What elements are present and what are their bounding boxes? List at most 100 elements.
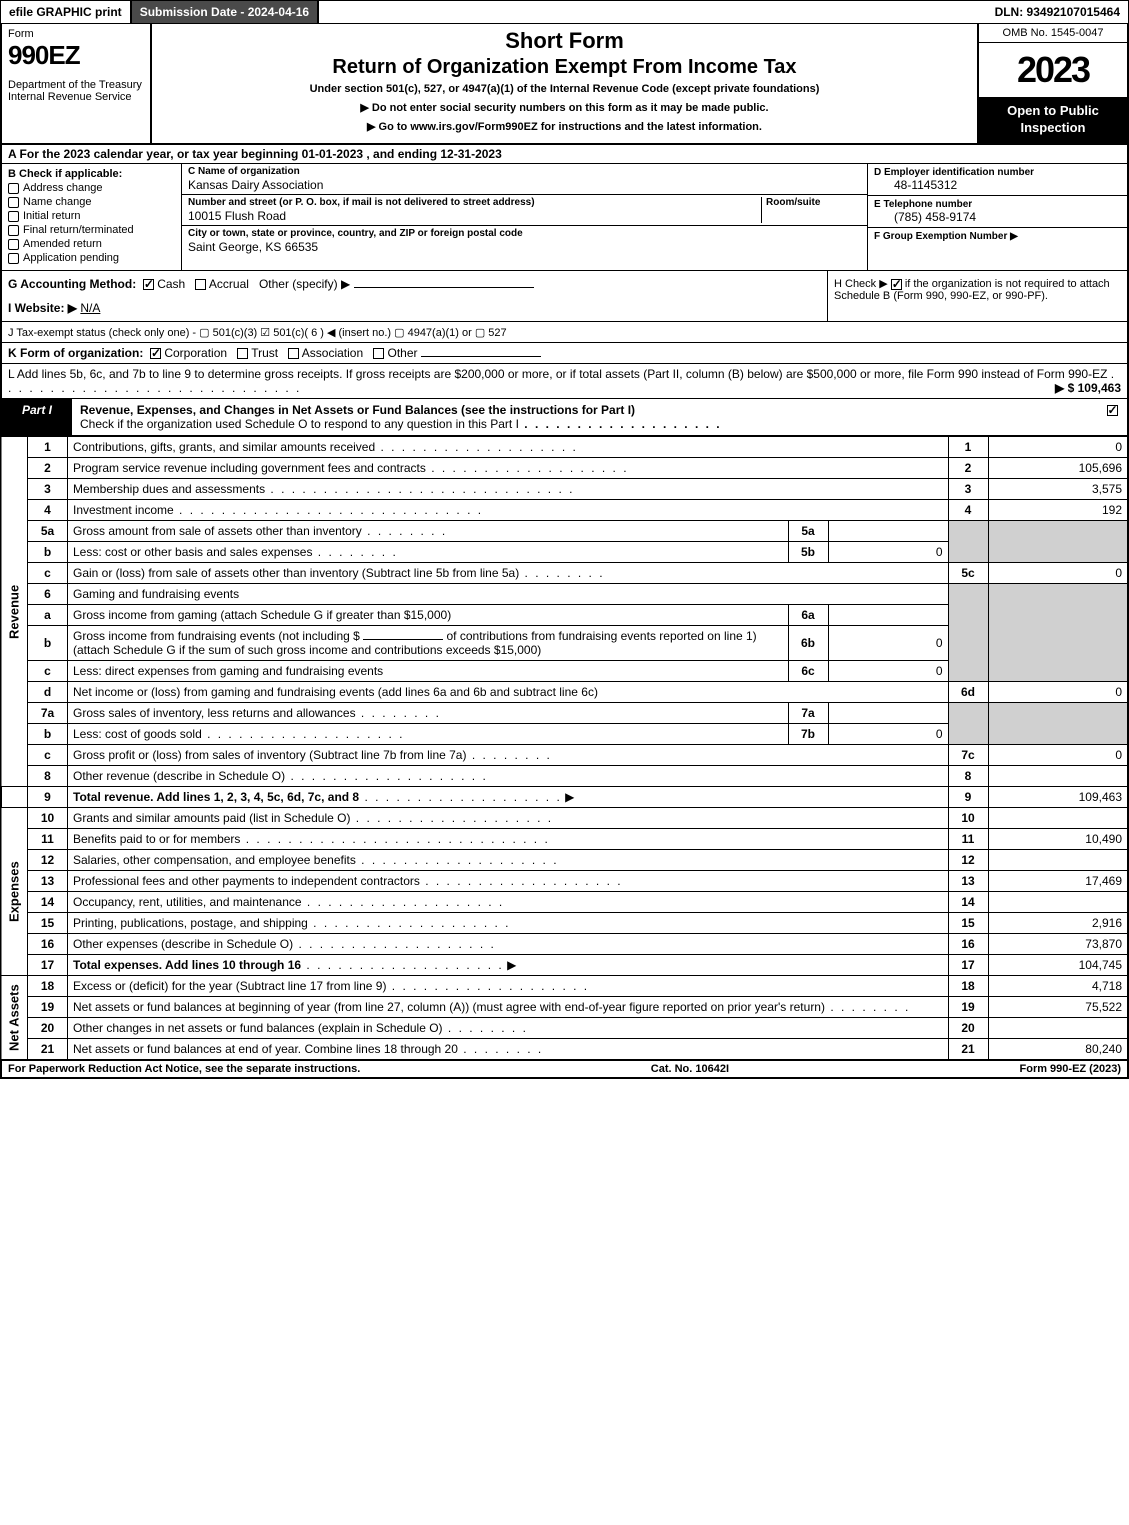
footer: For Paperwork Reduction Act Notice, see … bbox=[0, 1060, 1129, 1079]
line-2-val: 105,696 bbox=[988, 458, 1128, 479]
line-1-val: 0 bbox=[988, 437, 1128, 458]
line-7a-num: 7a bbox=[28, 703, 68, 724]
section-l: L Add lines 5b, 6c, and 7b to line 9 to … bbox=[0, 364, 1129, 399]
top-bar: efile GRAPHIC print Submission Date - 20… bbox=[0, 0, 1129, 24]
line-6c-num: c bbox=[28, 661, 68, 682]
line-7a-sub: 7a bbox=[788, 703, 828, 724]
cb-corporation[interactable] bbox=[150, 348, 161, 359]
line-9-num: 9 bbox=[28, 787, 68, 808]
cb-trust[interactable] bbox=[237, 348, 248, 359]
line-16-num: 16 bbox=[28, 934, 68, 955]
header-center: Short Form Return of Organization Exempt… bbox=[152, 24, 977, 143]
line-13-num: 13 bbox=[28, 871, 68, 892]
line-15-val: 2,916 bbox=[988, 913, 1128, 934]
cb-final-return[interactable]: Final return/terminated bbox=[8, 224, 175, 236]
line-16-ref: 16 bbox=[948, 934, 988, 955]
line-6-num: 6 bbox=[28, 584, 68, 605]
line-2-ref: 2 bbox=[948, 458, 988, 479]
line-6a-subval bbox=[828, 605, 948, 626]
cb-amended-return[interactable]: Amended return bbox=[8, 238, 175, 250]
section-b: B Check if applicable: Address change Na… bbox=[2, 164, 182, 270]
netassets-side-label: Net Assets bbox=[1, 976, 28, 1060]
line-6b-subval: 0 bbox=[828, 626, 948, 661]
group-exemption-label: F Group Exemption Number ▶ bbox=[874, 231, 1121, 242]
org-name-label: C Name of organization bbox=[188, 166, 861, 177]
line-7b-sub: 7b bbox=[788, 724, 828, 745]
line-1-num: 1 bbox=[28, 437, 68, 458]
line-6d-ref: 6d bbox=[948, 682, 988, 703]
line-5b-sub: 5b bbox=[788, 542, 828, 563]
short-form-title: Short Form bbox=[160, 28, 969, 54]
cb-other-org[interactable] bbox=[373, 348, 384, 359]
line-4-num: 4 bbox=[28, 500, 68, 521]
tax-year: 2023 bbox=[979, 43, 1127, 97]
cb-address-change[interactable]: Address change bbox=[8, 182, 175, 194]
line-20-val bbox=[988, 1018, 1128, 1039]
cb-association[interactable] bbox=[288, 348, 299, 359]
line-11-val: 10,490 bbox=[988, 829, 1128, 850]
phone-label: E Telephone number bbox=[874, 199, 1121, 210]
line-5c-val: 0 bbox=[988, 563, 1128, 584]
street-label: Number and street (or P. O. box, if mail… bbox=[188, 197, 761, 208]
line-7c-ref: 7c bbox=[948, 745, 988, 766]
line-2-num: 2 bbox=[28, 458, 68, 479]
room-label: Room/suite bbox=[766, 197, 861, 208]
line-18-val: 4,718 bbox=[988, 976, 1128, 997]
cb-name-change[interactable]: Name change bbox=[8, 196, 175, 208]
omb-number: OMB No. 1545-0047 bbox=[979, 24, 1127, 43]
line-3-num: 3 bbox=[28, 479, 68, 500]
gh-block: G Accounting Method: Cash Accrual Other … bbox=[0, 271, 1129, 322]
line-11-num: 11 bbox=[28, 829, 68, 850]
line-14-ref: 14 bbox=[948, 892, 988, 913]
header-left: Form 990EZ Department of the Treasury In… bbox=[2, 24, 152, 143]
shaded-cell bbox=[988, 521, 1128, 542]
dept-label: Department of the Treasury bbox=[8, 79, 144, 91]
footer-left: For Paperwork Reduction Act Notice, see … bbox=[8, 1063, 360, 1075]
cb-accrual[interactable] bbox=[195, 279, 206, 290]
cb-schedule-b[interactable] bbox=[891, 279, 902, 290]
line-5b-subval: 0 bbox=[828, 542, 948, 563]
line-19-num: 19 bbox=[28, 997, 68, 1018]
subtitle: Under section 501(c), 527, or 4947(a)(1)… bbox=[160, 83, 969, 95]
line-18-ref: 18 bbox=[948, 976, 988, 997]
line-5c-ref: 5c bbox=[948, 563, 988, 584]
line-10-ref: 10 bbox=[948, 808, 988, 829]
open-public: Open to Public Inspection bbox=[979, 97, 1127, 143]
line-4-val: 192 bbox=[988, 500, 1128, 521]
line-21-num: 21 bbox=[28, 1039, 68, 1060]
line-10-num: 10 bbox=[28, 808, 68, 829]
footer-right: Form 990-EZ (2023) bbox=[1020, 1063, 1121, 1075]
revenue-side-label: Revenue bbox=[1, 437, 28, 787]
line-5a-subval bbox=[828, 521, 948, 542]
line-14-val bbox=[988, 892, 1128, 913]
line-5c-num: c bbox=[28, 563, 68, 584]
form-number: 990EZ bbox=[8, 40, 144, 71]
cb-cash[interactable] bbox=[143, 279, 154, 290]
line-6a-num: a bbox=[28, 605, 68, 626]
line-17-num: 17 bbox=[28, 955, 68, 976]
spacer bbox=[319, 1, 986, 23]
city-value: Saint George, KS 66535 bbox=[188, 240, 861, 254]
line-19-val: 75,522 bbox=[988, 997, 1128, 1018]
line-7b-subval: 0 bbox=[828, 724, 948, 745]
line-17-val: 104,745 bbox=[988, 955, 1128, 976]
cb-initial-return[interactable]: Initial return bbox=[8, 210, 175, 222]
efile-label: efile GRAPHIC print bbox=[1, 1, 132, 23]
line-5b-num: b bbox=[28, 542, 68, 563]
line-5a-num: 5a bbox=[28, 521, 68, 542]
part-1-header: Part I Revenue, Expenses, and Changes in… bbox=[0, 399, 1129, 436]
line-13-ref: 13 bbox=[948, 871, 988, 892]
line-8-val bbox=[988, 766, 1128, 787]
cb-application-pending[interactable]: Application pending bbox=[8, 252, 175, 264]
part-1-table: Revenue 1 Contributions, gifts, grants, … bbox=[0, 436, 1129, 1060]
expenses-side-label: Expenses bbox=[1, 808, 28, 976]
ein-value: 48-1145312 bbox=[874, 178, 1121, 192]
line-1-ref: 1 bbox=[948, 437, 988, 458]
line-8-num: 8 bbox=[28, 766, 68, 787]
part-1-check[interactable] bbox=[1097, 399, 1127, 435]
line-10-val bbox=[988, 808, 1128, 829]
submission-date: Submission Date - 2024-04-16 bbox=[132, 1, 319, 23]
header-right: OMB No. 1545-0047 2023 Open to Public In… bbox=[977, 24, 1127, 143]
section-j: J Tax-exempt status (check only one) - ▢… bbox=[0, 322, 1129, 343]
line-6d-num: d bbox=[28, 682, 68, 703]
